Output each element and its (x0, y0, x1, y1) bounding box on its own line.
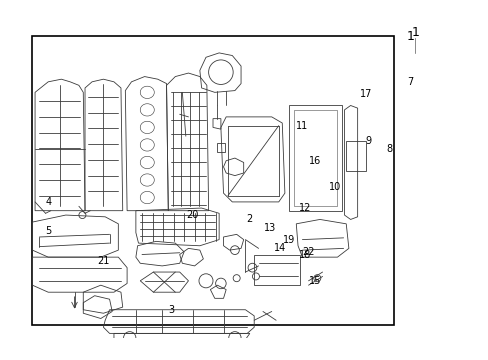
Text: 10: 10 (328, 182, 340, 192)
Text: 3: 3 (167, 305, 174, 315)
Bar (289, 105, 341, 211)
Text: 18: 18 (298, 249, 310, 260)
Text: 9: 9 (365, 136, 370, 145)
Text: 1: 1 (406, 30, 414, 43)
Text: 5: 5 (45, 226, 51, 236)
Text: 15: 15 (309, 276, 321, 286)
Bar (254, 255, 299, 285)
Text: 17: 17 (360, 89, 372, 99)
Text: 16: 16 (309, 156, 321, 166)
Text: 2: 2 (246, 215, 252, 224)
Text: 8: 8 (386, 144, 391, 154)
Text: 7: 7 (407, 77, 412, 87)
Text: 21: 21 (97, 256, 109, 266)
Text: 20: 20 (186, 210, 199, 220)
Bar (293, 110, 337, 206)
Bar (346, 140, 365, 171)
Bar (32, 36, 393, 325)
Text: 14: 14 (274, 243, 286, 253)
Text: 19: 19 (283, 235, 295, 244)
Text: 1: 1 (411, 26, 419, 39)
Text: 13: 13 (264, 223, 276, 233)
Text: 11: 11 (296, 121, 308, 131)
Text: 12: 12 (298, 203, 310, 213)
Text: 4: 4 (45, 197, 51, 207)
Text: 22: 22 (302, 247, 314, 257)
